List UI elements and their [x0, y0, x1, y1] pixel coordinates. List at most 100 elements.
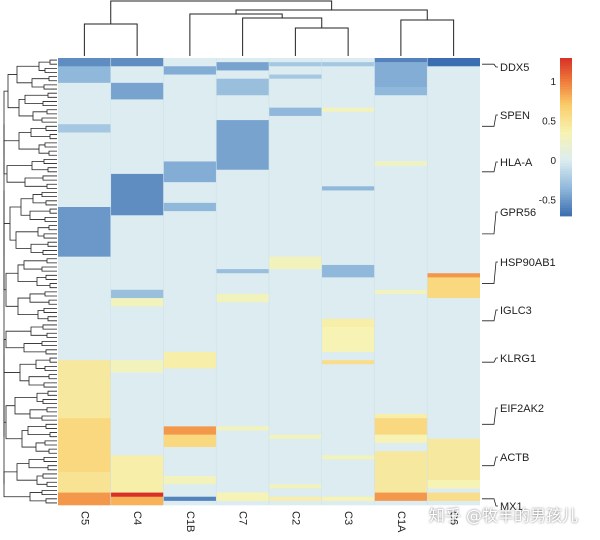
legend-color-step [560, 192, 572, 196]
heatmap-cell [321, 58, 375, 63]
heatmap-cell [216, 58, 269, 63]
gene-leader-line [482, 407, 498, 425]
dendrogram-branch [49, 432, 57, 438]
heatmap-cell [269, 496, 322, 502]
column-label: C3 [342, 511, 354, 525]
heatmap-cell [269, 78, 322, 108]
legend-color-step [560, 129, 572, 133]
heatmap-cell [58, 58, 111, 67]
heatmap-cell [163, 161, 217, 183]
dendrogram-branch [35, 442, 49, 452]
heatmap-cell [427, 438, 480, 481]
heatmap-cell [110, 306, 164, 361]
column-label: C6 [448, 511, 460, 525]
legend-color-step [560, 123, 572, 127]
dendrogram-branch [18, 98, 33, 117]
gene-label: ACTB [500, 452, 529, 464]
dendrogram-branch [44, 216, 57, 222]
heatmap-cell [163, 500, 217, 506]
heatmap-cell [269, 62, 322, 67]
legend-color-step [560, 79, 572, 83]
heatmap-cell [427, 492, 480, 502]
gene-label: HLA-A [500, 157, 533, 169]
heatmap-cell [269, 74, 322, 79]
gene-leader-line [482, 261, 498, 284]
column-label: C1B [184, 511, 196, 532]
heatmap-cell [374, 451, 428, 493]
dendrogram-branch [5, 405, 22, 440]
heatmap-cell [163, 496, 217, 502]
dendrogram-branch [37, 227, 49, 237]
heatmap-cell [427, 488, 480, 493]
gene-leader-line [482, 161, 498, 173]
heatmap-cell [110, 298, 164, 307]
column-dendrogram [83, 0, 455, 56]
heatmap-cell [321, 318, 375, 328]
heatmap-cell [58, 471, 111, 493]
gene-label: DDX5 [500, 62, 529, 74]
heatmap-cell [216, 95, 269, 121]
dendrogram-branch [43, 233, 57, 239]
legend-color-step [560, 94, 572, 98]
heatmap-cell [269, 107, 322, 117]
heatmap-cell [321, 111, 375, 187]
legend-color-step [560, 184, 572, 188]
legend-color-step [560, 142, 572, 146]
heatmap-cell [321, 500, 375, 506]
heatmap-cell [110, 82, 164, 100]
dendrogram-branch [20, 198, 33, 216]
gene-leader-line [482, 63, 498, 68]
legend-tick-label: 1 [550, 77, 556, 88]
dendrogram-branch [30, 127, 50, 138]
heatmap-cell [269, 269, 322, 435]
dendrogram-branch [41, 266, 57, 272]
gene-label: EIF2AK2 [500, 403, 544, 415]
heatmap-cell [110, 215, 164, 291]
heatmap-cell [321, 190, 375, 266]
legend-color-step [560, 71, 572, 75]
heatmap-cell [58, 124, 111, 133]
dendrogram-branch [28, 376, 49, 386]
heatmap-cell [110, 66, 164, 84]
dendrogram-branch [3, 223, 10, 291]
heatmap-cell [58, 256, 111, 361]
heatmap-cell [269, 488, 322, 498]
heatmap-cell [110, 99, 164, 175]
dendrogram-branch [44, 291, 57, 297]
dendrogram-branch [3, 90, 8, 158]
heatmap-cell [374, 500, 428, 506]
heatmap-cell [321, 277, 375, 320]
heatmap-cell [321, 264, 375, 278]
heatmap-cell [163, 426, 217, 435]
dendrogram-branch [49, 134, 57, 140]
heatmap-cell [321, 455, 375, 460]
legend-color-step [560, 139, 572, 143]
heatmap-cell [321, 66, 375, 108]
dendrogram-branch [49, 283, 57, 289]
dendrogram-branch [30, 243, 48, 253]
gene-label: KLRG1 [500, 353, 536, 365]
dendrogram-branch [45, 125, 57, 131]
heatmap-cell [374, 492, 428, 502]
legend-color-step [560, 76, 572, 80]
dendrogram-branch [32, 111, 47, 121]
heatmap-cell [321, 459, 375, 498]
heatmap-cell [321, 62, 375, 67]
legend-color-step [560, 210, 572, 214]
legend-color-step [560, 163, 572, 167]
legend-color-step [560, 100, 572, 104]
heatmap-cell [374, 442, 428, 452]
heatmap-cell [110, 360, 164, 373]
dendrogram-branch [400, 19, 455, 56]
legend-color-step [560, 176, 572, 180]
heatmap-cell [163, 58, 217, 67]
dendrogram-branch [48, 374, 57, 380]
gene-leader-line [482, 309, 498, 322]
heatmap-cell [216, 120, 269, 171]
legend-color-step [560, 155, 572, 159]
heatmap-cell [269, 484, 322, 489]
legend-color-step [560, 89, 572, 93]
heatmap-cell [163, 484, 217, 498]
dendrogram-branch [36, 392, 48, 402]
